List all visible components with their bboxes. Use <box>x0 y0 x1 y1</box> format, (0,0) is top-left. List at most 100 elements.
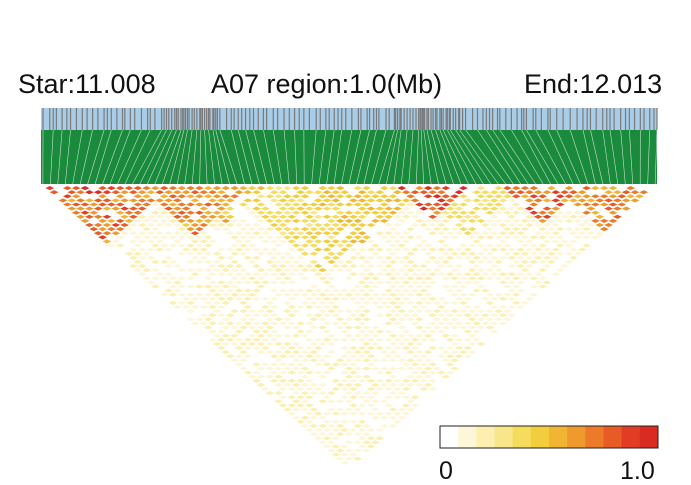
ld-cell <box>621 190 631 195</box>
ld-cell <box>221 210 231 215</box>
ld-cell <box>331 304 341 310</box>
ld-cell <box>305 231 314 236</box>
ld-cell <box>472 263 481 269</box>
colorbar-cell <box>440 426 459 448</box>
ld-cell <box>428 206 437 211</box>
ld-cell <box>173 214 182 219</box>
ld-cell <box>384 321 393 326</box>
ld-cell <box>256 333 266 338</box>
ld-cell <box>344 374 354 379</box>
ld-cell <box>283 333 292 338</box>
ld-cell <box>212 333 222 338</box>
ld-cell <box>454 214 464 219</box>
ld-cell <box>234 231 244 236</box>
ld-cell <box>195 194 204 199</box>
ld-cell <box>511 227 521 232</box>
ld-cell <box>212 218 222 223</box>
ld-cell <box>340 444 349 449</box>
ld-cell <box>357 190 367 195</box>
ld-cell <box>366 386 376 392</box>
ld-cell <box>415 366 424 371</box>
ld-cell <box>287 362 297 367</box>
ld-cell <box>454 206 464 211</box>
snp-connector-line <box>184 129 193 185</box>
ld-cell <box>459 325 468 330</box>
ld-cell <box>445 231 455 236</box>
ld-cell <box>173 222 182 228</box>
ld-cell <box>186 300 195 305</box>
ld-cell <box>239 317 248 322</box>
ld-cell <box>371 407 380 412</box>
ld-cell <box>437 206 446 211</box>
ld-cell <box>551 206 561 211</box>
ld-cell <box>225 214 235 219</box>
ld-cell <box>296 272 305 277</box>
ld-cell <box>406 382 415 387</box>
ld-cell <box>415 358 424 363</box>
ld-cell <box>463 321 473 326</box>
ld-cell <box>225 288 235 293</box>
ld-cell <box>406 366 415 371</box>
ld-cell <box>406 259 415 264</box>
ld-cell <box>525 247 534 252</box>
ld-cell <box>129 206 138 211</box>
ld-cell <box>401 190 411 195</box>
ld-cell <box>393 378 402 383</box>
ld-cell <box>353 350 363 355</box>
ld-cell <box>494 259 503 264</box>
ld-cell <box>353 317 363 322</box>
ld-cell <box>423 292 433 297</box>
ld-cell <box>507 190 517 195</box>
ld-cell <box>225 321 235 326</box>
ld-cell <box>225 272 235 277</box>
ld-cell <box>335 292 345 297</box>
ld-cell <box>375 370 385 375</box>
ld-cell <box>234 190 244 195</box>
ld-cell <box>287 370 297 375</box>
ld-cell <box>335 399 345 404</box>
snp-connector-line <box>212 129 223 185</box>
ld-cell <box>296 345 305 351</box>
snp-connector-line <box>556 129 581 185</box>
ld-cell <box>511 218 521 223</box>
ld-cell <box>415 276 424 281</box>
ld-cell <box>137 263 147 269</box>
ld-cell <box>397 202 407 207</box>
ld-cell <box>239 251 248 256</box>
ld-cell <box>340 419 349 424</box>
ld-cell <box>525 214 534 219</box>
snp-connector-line <box>363 129 377 185</box>
ld-cell <box>569 239 578 244</box>
snp-connector-line <box>486 129 521 185</box>
ld-cell <box>459 276 468 281</box>
ld-cell <box>181 304 191 310</box>
ld-cell <box>344 243 354 248</box>
ld-cell <box>212 186 222 191</box>
ld-cell <box>159 243 169 248</box>
ld-cell <box>384 263 393 269</box>
ld-cell <box>261 386 270 392</box>
ld-cell <box>344 366 354 371</box>
ld-cell <box>291 358 301 363</box>
ld-cell <box>560 263 569 269</box>
ld-cell <box>340 411 349 416</box>
ld-cell <box>516 304 525 310</box>
ld-cell <box>195 227 204 232</box>
colorbar-cell <box>476 426 495 448</box>
ld-cell <box>481 296 490 301</box>
ld-cell <box>142 235 151 240</box>
ld-cell <box>287 214 297 219</box>
ld-cell <box>485 243 495 248</box>
ld-cell <box>393 239 402 244</box>
ld-cell <box>639 190 649 195</box>
ld-cell <box>529 235 539 240</box>
ld-cell <box>489 206 499 211</box>
ld-cell <box>252 362 261 367</box>
ld-cell <box>401 386 411 392</box>
ld-cell <box>599 194 609 199</box>
snp-connector-line <box>109 129 131 185</box>
ld-cell <box>234 239 244 244</box>
ld-cell <box>265 350 275 355</box>
ld-cell <box>529 292 539 297</box>
ld-cell <box>357 321 367 326</box>
